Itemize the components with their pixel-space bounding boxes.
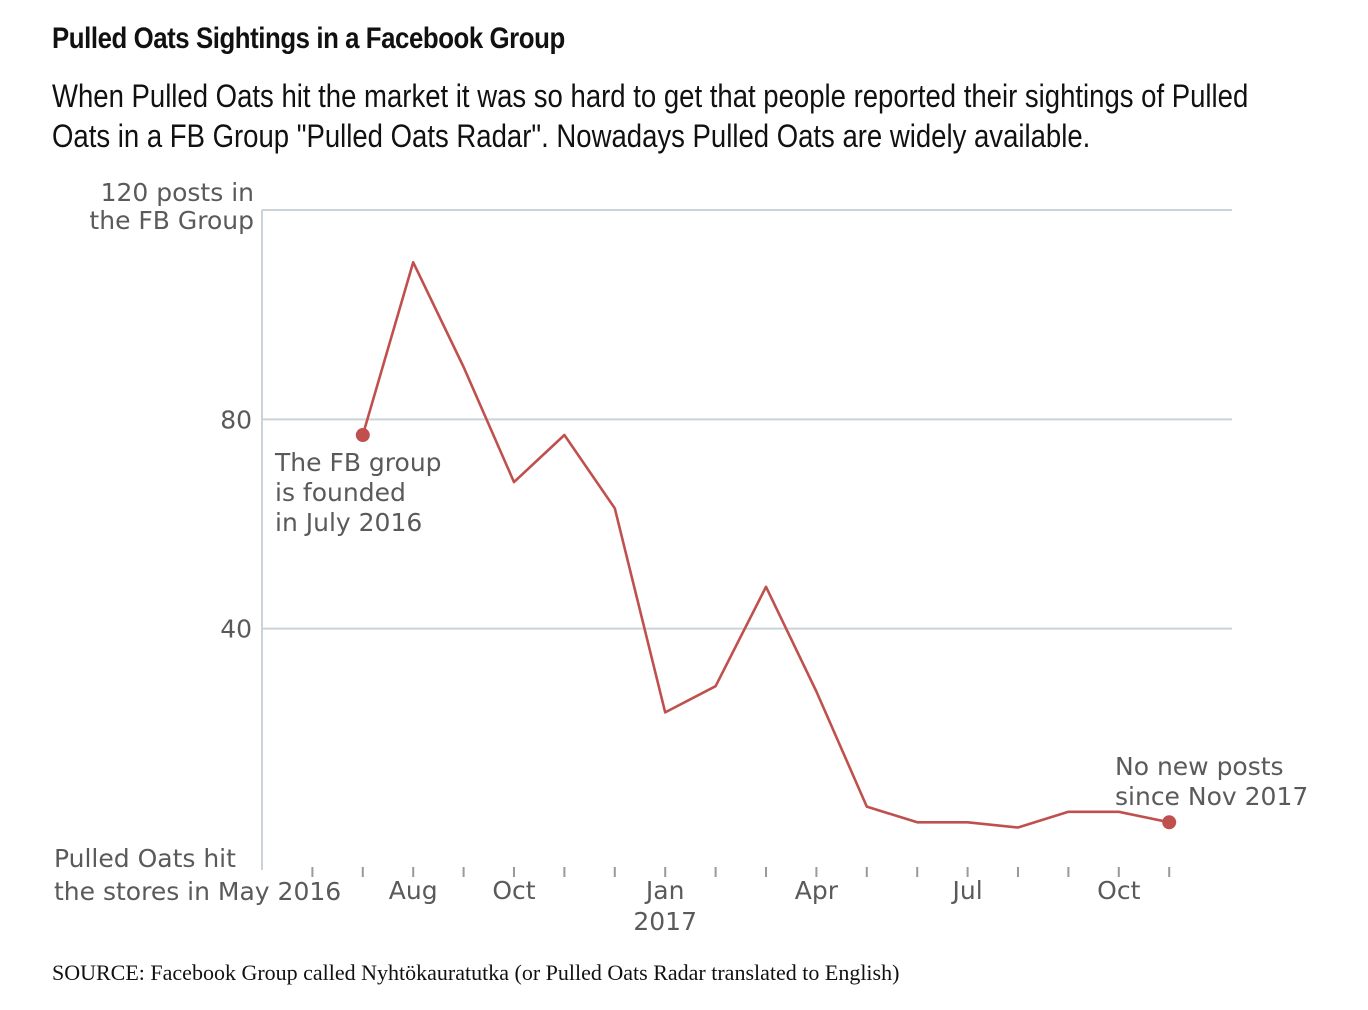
annotation-no-new-posts: since Nov 2017 [1115, 782, 1308, 811]
data-point [714, 684, 718, 688]
chart-title: Pulled Oats Sightings in a Facebook Grou… [52, 22, 565, 55]
x-tick-label: Aug [389, 876, 438, 905]
data-point [411, 260, 415, 264]
data-point [613, 506, 617, 510]
data-point [865, 805, 869, 809]
end-point-dot [1162, 815, 1177, 830]
x-tick-label: Apr [795, 876, 839, 905]
series-line [361, 260, 1170, 829]
data-point [966, 820, 970, 824]
y-tick-label: 40 [220, 615, 252, 644]
y-axis-label: 120 posts in [101, 178, 254, 207]
data-point [562, 433, 566, 437]
x-tick-label: Jul [951, 876, 983, 905]
annotation-founded: The FB group [274, 448, 442, 477]
data-point [1066, 810, 1070, 814]
data-point [663, 710, 667, 714]
subtitle-line: Oats in a FB Group "Pulled Oats Radar". … [52, 118, 1091, 154]
subtitle-line: When Pulled Oats hit the market it was s… [52, 78, 1249, 114]
data-point [764, 585, 768, 589]
y-axis-label: the FB Group [89, 206, 254, 235]
data-point [1016, 826, 1020, 830]
x-start-label: Pulled Oats hit [54, 844, 236, 873]
data-point [512, 480, 516, 484]
x-tick-label: Oct [492, 876, 535, 905]
annotation-founded: in July 2016 [275, 508, 422, 537]
y-tick-label: 80 [220, 405, 252, 434]
data-point [814, 689, 818, 693]
data-point [462, 365, 466, 369]
x-tick-label: Oct [1097, 876, 1140, 905]
x-start-label: the stores in May 2016 [54, 877, 341, 906]
x-tick-sublabel: 2017 [633, 907, 697, 936]
annotation-no-new-posts: No new posts [1115, 752, 1284, 781]
start-point-dot [355, 428, 370, 443]
chart-subtitle: When Pulled Oats hit the market it was s… [52, 76, 1273, 156]
data-point [915, 820, 919, 824]
annotation-founded: is founded [275, 478, 406, 507]
source-note: SOURCE: Facebook Group called Nyhtökaura… [52, 960, 900, 985]
x-tick-label: Jan [644, 876, 685, 905]
